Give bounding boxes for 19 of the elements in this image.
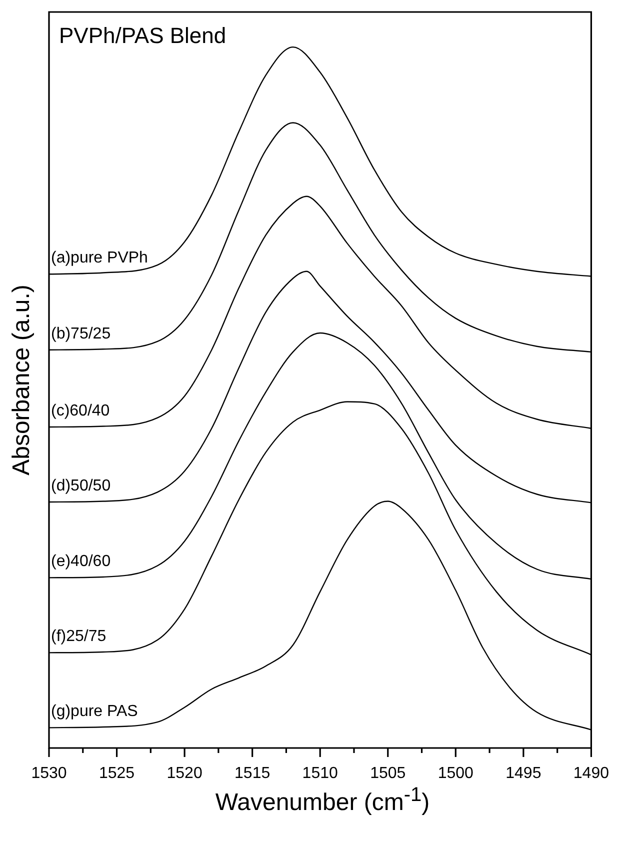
x-tick-label: 1490: [573, 765, 610, 782]
x-axis-title: Wavenumber (cm$^{-1}$): [214, 784, 431, 817]
x-tick-label: 1510: [302, 765, 338, 782]
x-tick-label: 1505: [370, 765, 406, 782]
chart-title: PVPh/PAS Blend: [59, 23, 226, 48]
series-label: (d)50/50: [51, 477, 111, 494]
series-label: (f)25/75: [51, 628, 106, 646]
series-label: (e)40/60: [51, 553, 111, 570]
series-label: (c)60/40: [51, 402, 110, 420]
x-tick-label: 1530: [31, 765, 67, 782]
x-tick-label: 1525: [98, 765, 135, 782]
series-label: (g)pure PAS: [51, 703, 138, 720]
x-tick-label: 1500: [438, 765, 474, 782]
series-label: (b)75/25: [51, 325, 111, 342]
x-tick-label: 1515: [234, 765, 270, 782]
x-tick-label: 1495: [506, 765, 542, 782]
series-label: (a)pure PVPh: [51, 250, 148, 267]
y-axis-title: Absorbance (a.u.): [8, 284, 36, 476]
x-tick-label: 1520: [166, 765, 202, 782]
